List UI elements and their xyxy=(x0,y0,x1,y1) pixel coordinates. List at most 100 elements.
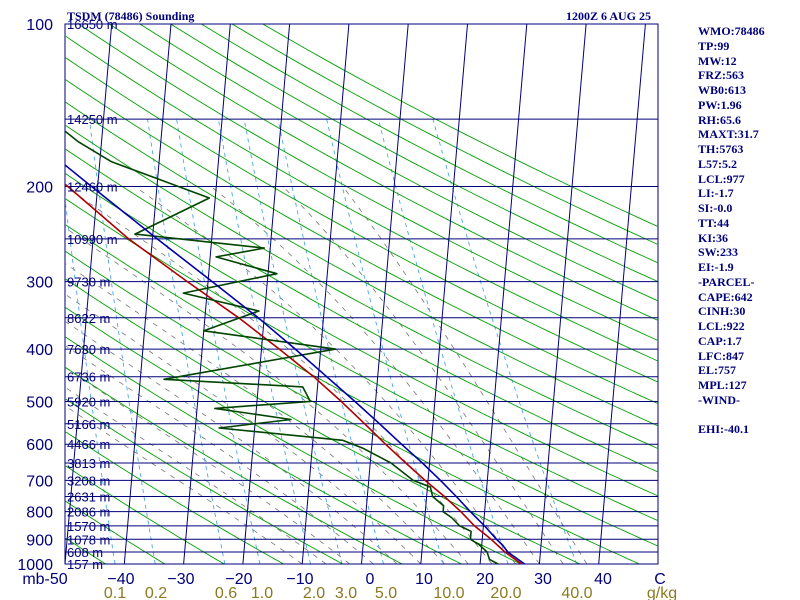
height-label-250: 10990 m xyxy=(67,232,118,247)
temp-tick-9: 40 xyxy=(594,571,612,588)
index-line: PW:1.96 xyxy=(698,97,742,112)
index-line: EL:757 xyxy=(698,363,737,378)
dry-adiabat-430 xyxy=(108,24,658,321)
index-line: L57:5.2 xyxy=(698,156,737,171)
index-line: LI:-1.7 xyxy=(698,186,734,201)
mixing-ratio-label-5: 3.0 xyxy=(335,585,357,600)
isotherm--20 xyxy=(242,24,291,564)
mixing-ratio-line-0.2 xyxy=(88,119,156,564)
temp-tick-1: −40 xyxy=(107,571,134,588)
pressure-tick-900: 900 xyxy=(26,532,53,549)
mixing-ratio-line-3 xyxy=(243,119,343,564)
diagram-frame xyxy=(64,23,659,565)
index-line: MAXT:31.7 xyxy=(698,127,759,142)
isotherm-0 xyxy=(361,24,409,564)
temperature-tick-labels: mb-50 −40 −30 −20 −10 0 10 20 30 40 C xyxy=(22,571,665,588)
isotherm--50 xyxy=(65,24,113,564)
height-labels: 16650 m 14250 m 12460 m 10990 m 9730 m 8622 m… xyxy=(67,17,118,572)
isotherm-40 xyxy=(598,24,646,564)
index-line: CINH:30 xyxy=(698,304,746,319)
index-line: FRZ:563 xyxy=(698,68,744,83)
height-label-550: 5166 m xyxy=(67,417,110,432)
index-line: LFC:847 xyxy=(698,348,744,363)
temp-tick-3: −20 xyxy=(225,571,252,588)
index-line: WMO:78486 xyxy=(698,24,765,38)
mixing-ratio-label-8: 20.0 xyxy=(490,585,521,600)
parcel-trace xyxy=(65,163,527,564)
dewpoint-trace xyxy=(65,130,501,564)
indices-panel: WMO:78486 TP:99 MW:12 FRZ:563 WB0:613 PW:1.96… xyxy=(698,24,798,437)
isotherm--30 xyxy=(183,24,231,564)
dry-adiabat-390 xyxy=(65,78,658,405)
pressure-tick-600: 600 xyxy=(26,437,53,454)
mixing-ratio-line-40 xyxy=(432,118,578,564)
temperature-trace xyxy=(65,183,525,564)
isotherms xyxy=(65,24,658,564)
mixing-ratio-label-6: 5.0 xyxy=(375,585,397,600)
height-label-450: 6736 m xyxy=(67,370,110,385)
pressure-tick-1000: 1000 xyxy=(17,557,53,574)
pressure-tick-100: 100 xyxy=(26,17,53,34)
index-line: CAPE:642 xyxy=(698,289,753,304)
index-line: -WIND- xyxy=(698,392,740,407)
mixing-ratio-labels: 0.1 0.2 0.6 1.0 2.0 3.0 5.0 10.0 20.0 40.0 g/kg xyxy=(104,585,677,600)
index-line xyxy=(698,408,798,423)
dry-adiabat-350 xyxy=(65,172,658,497)
mixing-ratio-label-4: 2.0 xyxy=(303,585,325,600)
mixing-ratio-line-10 xyxy=(326,118,445,564)
height-label-400: 7630 m xyxy=(67,342,110,357)
moist-adiabat--10 xyxy=(65,405,303,564)
height-label-1000: 157 m xyxy=(67,557,103,572)
index-line: CAP:1.7 xyxy=(698,333,742,348)
moist-adiabat-14 xyxy=(65,262,445,564)
dry-adiabat-370 xyxy=(65,124,658,450)
height-label-350: 8622 m xyxy=(67,311,110,326)
height-label-600: 4466 m xyxy=(67,437,110,452)
pressure-tick-400: 400 xyxy=(26,342,53,359)
dry-adiabat-380 xyxy=(65,101,658,427)
height-label-950: 608 m xyxy=(67,545,103,560)
index-line: LCL:922 xyxy=(698,319,745,333)
index-line: EHI:-40.1 xyxy=(698,422,749,437)
isotherm-30 xyxy=(538,24,587,564)
index-line: EI:-1.9 xyxy=(698,260,734,274)
index-line: KI:36 xyxy=(698,230,728,245)
mixing-ratio-label-10: g/kg xyxy=(647,585,677,600)
height-label-300: 9730 m xyxy=(67,275,110,290)
index-line: SW:233 xyxy=(698,245,739,260)
index-line: RH:65.6 xyxy=(698,112,741,127)
isobars xyxy=(65,23,658,565)
height-label-100: 16650 m xyxy=(67,17,118,32)
index-line: MPL:127 xyxy=(698,378,747,392)
pressure-tick-700: 700 xyxy=(26,473,53,490)
index-line: WB0:613 xyxy=(698,83,746,97)
mixing-ratio-line-5 xyxy=(277,119,385,564)
pressure-tick-800: 800 xyxy=(26,505,53,522)
temp-tick-4: −10 xyxy=(286,571,313,588)
sounding-traces xyxy=(65,130,527,564)
mixing-ratio-line-20 xyxy=(377,118,509,564)
temp-tick-7: 20 xyxy=(476,571,494,588)
pressure-tick-500: 500 xyxy=(26,394,53,411)
mixing-ratio-label-0: 0.1 xyxy=(104,585,126,600)
index-line: -PARCEL- xyxy=(698,274,755,289)
index-line: LCL:977 xyxy=(698,171,745,186)
dry-adiabats xyxy=(65,24,658,564)
chart-datetime: 1200Z 6 AUG 25 xyxy=(566,9,652,23)
pressure-tick-300: 300 xyxy=(26,275,53,292)
isotherm--40 xyxy=(123,24,172,564)
dry-adiabat-360 xyxy=(65,148,658,473)
moist-adiabat-26 xyxy=(134,186,517,564)
dry-adiabat-410 xyxy=(65,35,658,362)
temp-tick-10: C xyxy=(654,571,666,588)
chart-title: TSDM (78486) Sounding xyxy=(67,9,195,23)
moist-adiabat-10 xyxy=(65,293,422,564)
temp-tick-2: −30 xyxy=(167,571,194,588)
moist-adiabat-38 xyxy=(342,186,588,564)
mixing-ratio-label-3: 1.0 xyxy=(251,585,273,600)
height-label-500: 5920 m xyxy=(67,394,110,409)
mixing-ratio-line-0.1 xyxy=(65,195,116,564)
height-label-800: 2086 m xyxy=(67,505,110,520)
pressure-tick-labels: 100 200 300 400 500 600 700 800 900 1000 xyxy=(17,17,53,574)
